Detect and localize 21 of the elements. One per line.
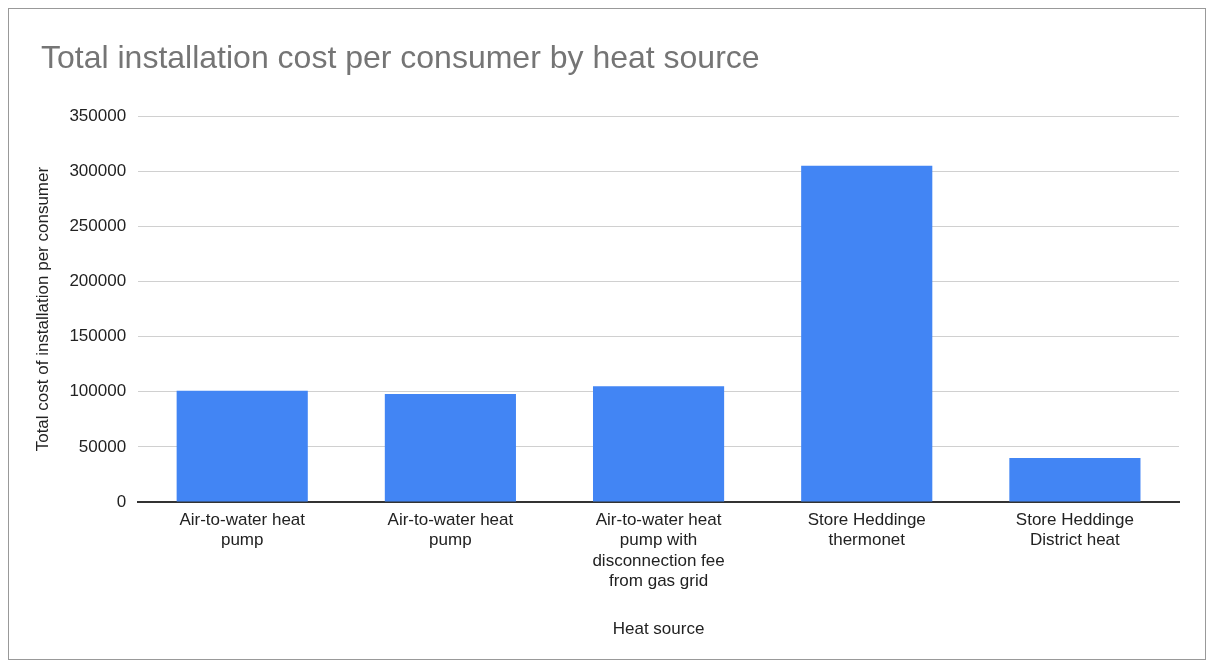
- bar: [176, 390, 308, 502]
- y-tick-label: 50000: [78, 436, 127, 456]
- bar: [592, 386, 725, 502]
- x-tick-label: Store Heddinge thermonet: [807, 509, 926, 550]
- x-tick-label: Air-to-water heat pump with disconnection fee from gas grid: [592, 509, 725, 591]
- x-tick-label: Air-to-water heat pump: [179, 509, 306, 550]
- y-tick-label: 300000: [69, 161, 127, 180]
- y-tick-label: 150000: [69, 326, 127, 346]
- bar: [384, 393, 516, 502]
- y-tick-label: 250000: [69, 216, 127, 236]
- x-tick-label: Air-to-water heat pump: [387, 509, 514, 550]
- y-axis-title: Total cost of installation per consumer: [32, 166, 52, 452]
- y-tick-label: 100000: [69, 381, 127, 401]
- bar: [1009, 457, 1141, 502]
- y-tick-label: 200000: [69, 271, 127, 291]
- bar: [801, 165, 933, 502]
- x-axis-title: Heat source: [612, 619, 705, 639]
- y-tick-label: 0: [116, 491, 127, 511]
- y-tick-label: 350000: [69, 105, 127, 125]
- chart-title: Total installation cost per consumer by heat source: [41, 39, 760, 76]
- x-tick-label: Store Heddinge District heat: [1015, 509, 1134, 550]
